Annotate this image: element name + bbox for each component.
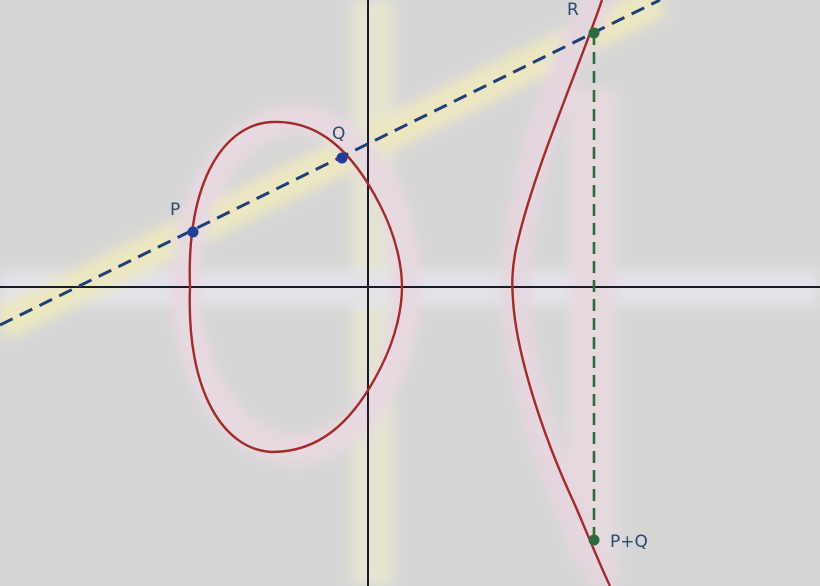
point-r	[588, 27, 600, 39]
label-q: Q	[332, 124, 345, 144]
point-q	[336, 152, 348, 164]
point-p-plus-q	[588, 534, 600, 546]
secant-line-pq	[0, 0, 661, 327]
label-r: R	[567, 0, 579, 20]
elliptic-curve-oval	[188, 120, 404, 454]
label-p-plus-q: P+Q	[610, 532, 648, 552]
label-p: P	[170, 200, 180, 220]
elliptic-curve-branch	[511, 0, 612, 586]
point-p	[187, 226, 199, 238]
